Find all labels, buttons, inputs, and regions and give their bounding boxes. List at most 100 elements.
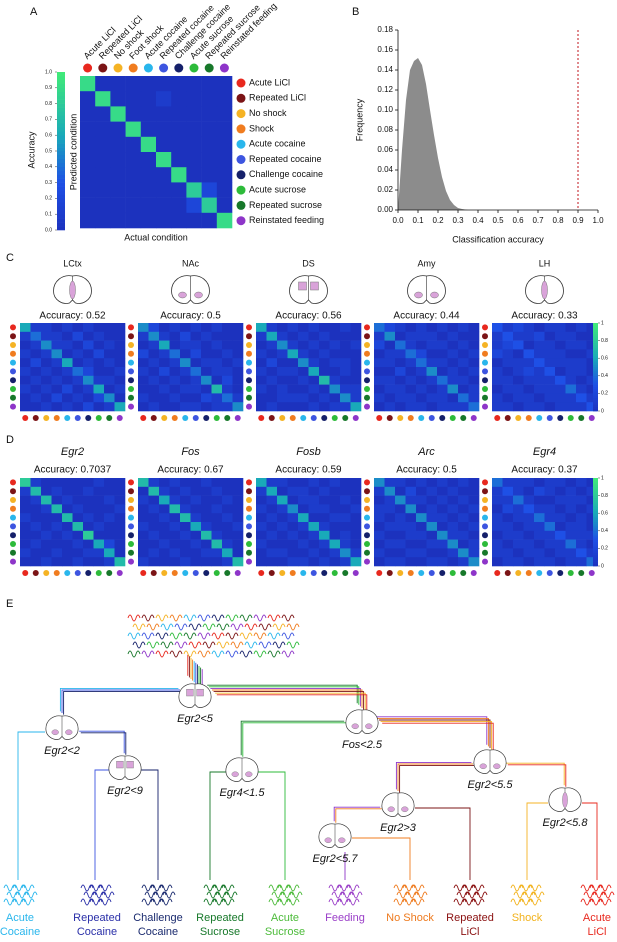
tree-edge (507, 764, 567, 787)
heatmap-cell (95, 167, 111, 183)
heatmap-cell (62, 522, 73, 532)
x-axis-label: Actual condition (124, 232, 188, 242)
heatmap-cell (83, 340, 94, 350)
condition-dot (567, 570, 574, 576)
region-label: DS (302, 258, 315, 268)
leaf-neuron-icon (271, 891, 285, 899)
condition-dot (10, 514, 16, 521)
heatmap-cell (256, 367, 267, 377)
condition-dot (268, 415, 275, 421)
condition-dot (246, 350, 252, 357)
heatmap-cell (125, 212, 142, 229)
neuron-icon (258, 623, 272, 631)
colorbar-tick-label: 0.5 (45, 148, 52, 154)
heatmap-cell (180, 557, 191, 567)
heatmap-cell (148, 384, 160, 394)
heatmap-cell (405, 384, 417, 394)
neuron-icon (146, 623, 160, 631)
heatmap-cell (298, 367, 309, 377)
leaf-neuron-icon (206, 891, 220, 899)
colorbar-segment (593, 506, 598, 510)
colorbar-segment (57, 79, 65, 85)
colorbar-segment (593, 500, 598, 503)
heatmap-cell (232, 522, 244, 532)
heatmap-cell (180, 539, 191, 549)
heatmap-cell (384, 358, 396, 368)
heatmap-cell (159, 557, 170, 567)
heatmap-cell (211, 323, 223, 333)
heatmap-cell (159, 486, 170, 496)
brain-region (365, 723, 373, 730)
heatmap-cell (159, 478, 170, 488)
heatmap-cell (159, 349, 170, 359)
heatmap-cell (277, 486, 288, 496)
neuron-icon (132, 641, 146, 649)
leaf-neuron-icon (528, 898, 542, 906)
heatmap-cell (586, 495, 598, 505)
node-label: Fos<2.5 (342, 739, 383, 751)
colorbar-segment (57, 95, 65, 100)
condition-dot (43, 570, 50, 576)
heatmap-cell (30, 402, 42, 412)
condition-dot (331, 570, 338, 576)
heatmap-cell (256, 349, 267, 359)
heatmap-cell (502, 375, 514, 385)
neuron-icon (230, 641, 244, 649)
heatmap-cell (502, 513, 514, 523)
leaf-label: Challenge (133, 912, 183, 924)
colorbar-tick-label: 0 (601, 408, 604, 414)
condition-dot (482, 479, 488, 486)
heatmap-cell (437, 557, 448, 567)
heatmap-cell (93, 478, 105, 488)
neuron-icon (286, 623, 300, 631)
condition-dot (128, 532, 134, 539)
heatmap-cell (222, 384, 233, 394)
heatmap-cell (201, 393, 212, 403)
heatmap-cell (114, 530, 126, 540)
brain-region (194, 291, 203, 299)
heatmap-cell (458, 323, 469, 333)
colorbar-segment (593, 373, 598, 377)
heatmap-cell (201, 106, 218, 122)
heatmap-cell (458, 375, 469, 385)
heatmap-cell (374, 349, 385, 359)
heatmap-cell (555, 504, 566, 514)
heatmap-cell (523, 367, 535, 377)
heatmap-cell (277, 323, 288, 333)
heatmap-cell (405, 486, 417, 496)
leaf-label: Sucrose (265, 926, 305, 938)
heatmap-cell (534, 331, 545, 341)
heatmap-cell (502, 384, 514, 394)
heatmap-cell (468, 331, 480, 341)
condition-dot (364, 479, 370, 486)
neuron-icon (281, 650, 295, 658)
heatmap-cell (190, 504, 202, 514)
heatmap-cell (287, 495, 299, 505)
colorbar-tick-label: 0.9 (45, 85, 52, 91)
heatmap-cell (211, 539, 223, 549)
heatmap-cell (256, 548, 267, 558)
neuron-icon (197, 614, 211, 622)
heatmap-cell (384, 513, 396, 523)
heatmap-cell (148, 522, 160, 532)
heatmap-cell (180, 478, 191, 488)
gene-label: Fos (181, 446, 200, 458)
colorbar-segment (593, 515, 598, 518)
heatmap-cell (83, 331, 94, 341)
condition-dot (364, 541, 370, 547)
heatmap-cell (169, 530, 181, 540)
heatmap-cell (395, 530, 406, 540)
heatmap-cell (502, 522, 514, 532)
heatmap-cell (308, 513, 320, 523)
colorbar-segment (593, 389, 598, 392)
heatmap-cell (62, 504, 73, 514)
condition-dot (182, 570, 189, 576)
heatmap-cell (492, 495, 503, 505)
heatmap-cell (201, 167, 218, 183)
leaf-neuron-icon (159, 884, 173, 892)
condition-dot (192, 415, 199, 421)
heatmap-cell (426, 402, 438, 412)
heatmap-cell (138, 478, 149, 488)
heatmap-cell (171, 197, 187, 214)
condition-dot (128, 377, 134, 384)
